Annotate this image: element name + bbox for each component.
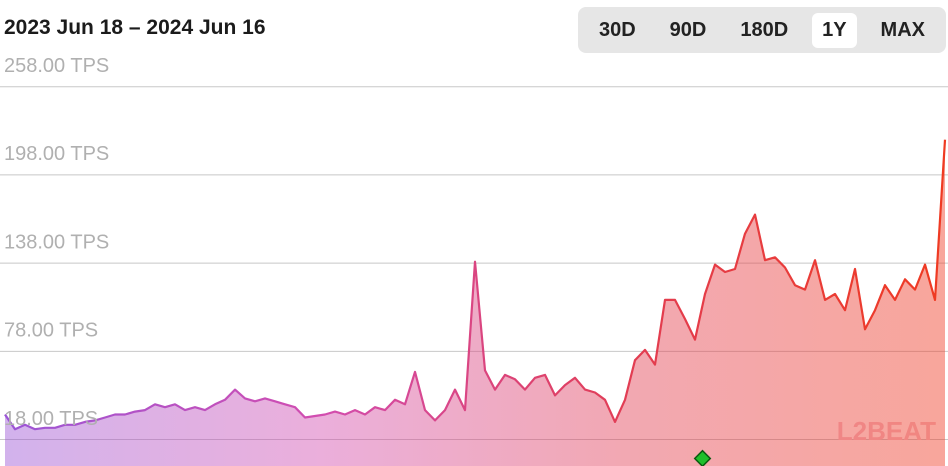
range-button[interactable]: 1Y	[812, 12, 857, 48]
chart-title: 2023 Jun 18 – 2024 Jun 16	[4, 16, 266, 39]
line	[4, 139, 947, 431]
range-button[interactable]: MAX	[880, 18, 925, 41]
range-button[interactable]: 180D	[740, 18, 789, 41]
y-tick-label: 18.00 TPS	[4, 408, 98, 430]
y-tick-label: 78.00 TPS	[4, 320, 98, 342]
hover-marker	[693, 449, 712, 466]
range-button[interactable]: 90D	[669, 18, 707, 41]
y-tick-label: 258.00 TPS	[4, 55, 109, 77]
area	[5, 139, 945, 466]
y-tick-label: 138.00 TPS	[4, 231, 109, 253]
range-selector: 30D 90D 180D 1Y MAX	[578, 7, 946, 53]
range-button[interactable]: 30D	[598, 18, 636, 41]
y-tick-label: 198.00 TPS	[4, 143, 109, 165]
